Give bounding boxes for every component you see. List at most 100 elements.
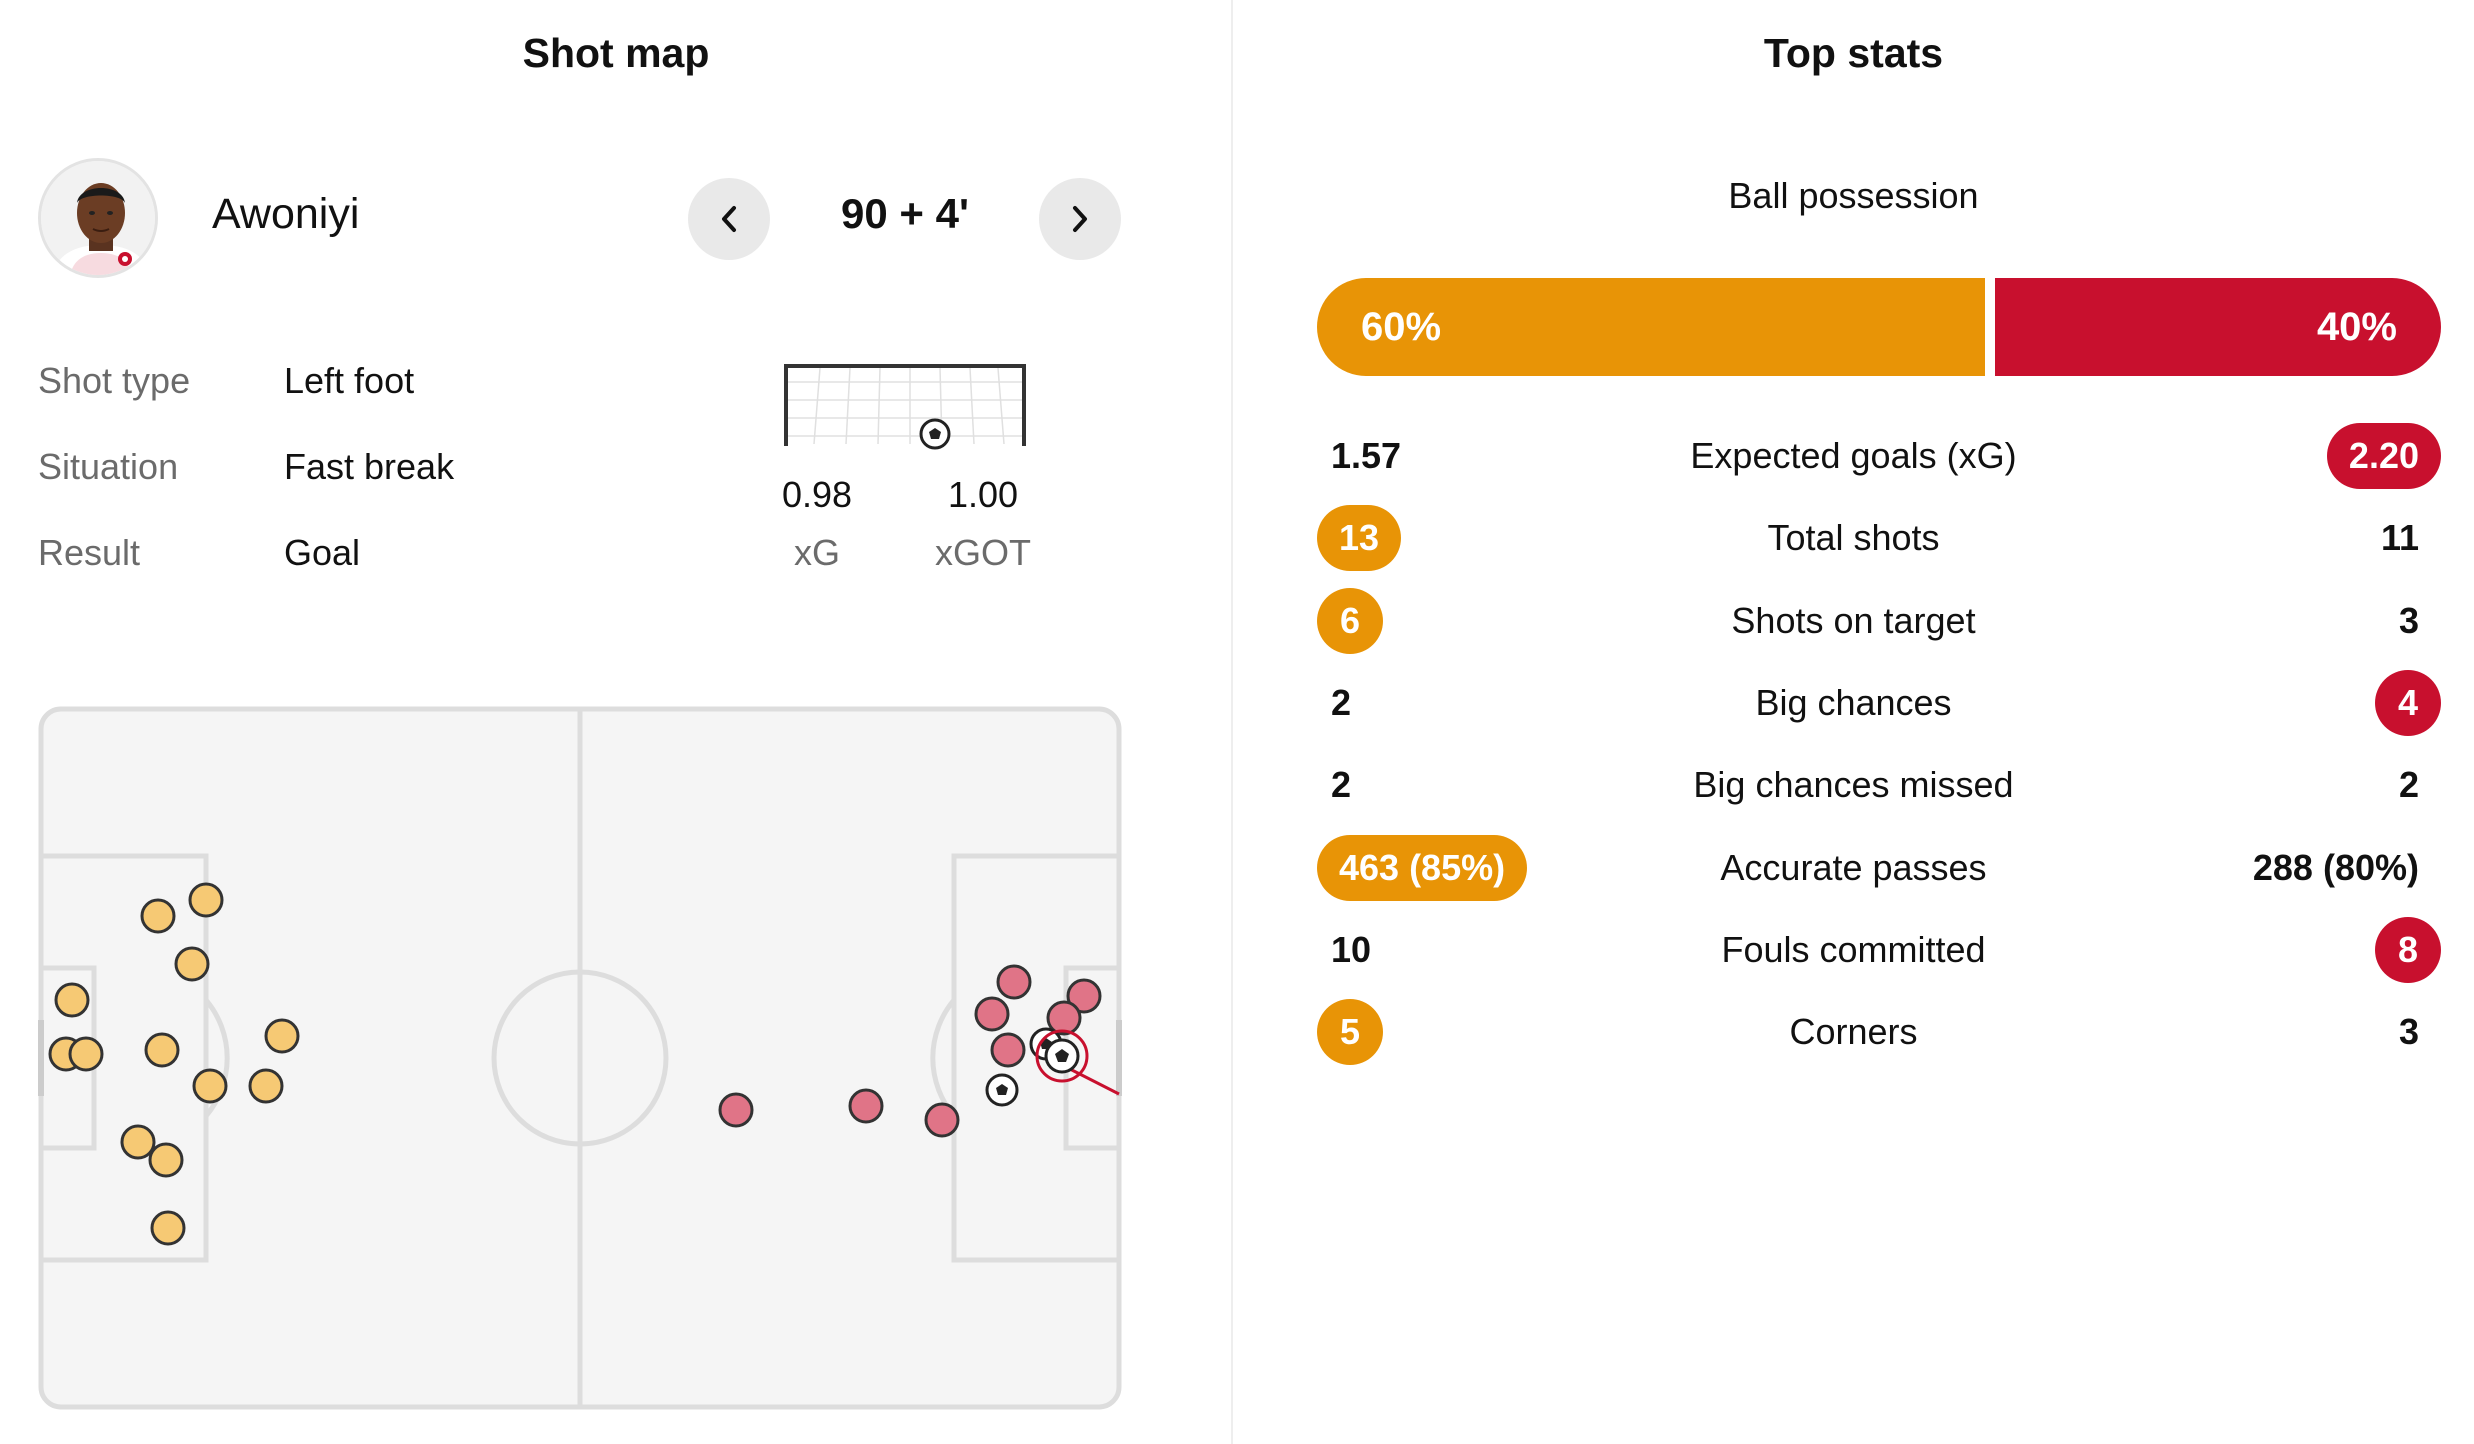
stat-home-value: 463 (85%) xyxy=(1317,835,1528,901)
shot-type-value: Left foot xyxy=(284,360,415,401)
possession-home: 60% xyxy=(1317,278,1985,376)
away-shot-marker[interactable] xyxy=(974,996,1010,1032)
previous-shot-button[interactable] xyxy=(688,178,770,260)
top-stats-title: Top stats xyxy=(1763,30,1944,76)
away-shot-marker[interactable] xyxy=(1046,1000,1082,1036)
stat-away-cell: 4 xyxy=(2375,663,2441,743)
stat-label: Fouls committed xyxy=(1721,929,1986,970)
left-goal xyxy=(38,1020,44,1096)
result-label: Result xyxy=(38,532,141,573)
xgot-value: 1.00 xyxy=(947,474,1019,515)
home-shot-marker[interactable] xyxy=(192,1068,228,1104)
away-shot-marker[interactable] xyxy=(1066,978,1102,1014)
top-stats-panel: Top stats Ball possession 60% 40% Expect… xyxy=(1233,0,2474,1444)
stat-home-cell: 5 xyxy=(1317,992,1383,1072)
stat-away-value: 2 xyxy=(2398,764,2419,805)
ball-position-icon xyxy=(919,418,951,450)
stat-label: Shots on target xyxy=(1731,600,1976,641)
situation-label: Situation xyxy=(38,446,179,487)
stat-away-value: 4 xyxy=(2375,670,2441,736)
away-shot-marker[interactable] xyxy=(848,1088,884,1124)
home-shot-marker[interactable] xyxy=(120,1124,156,1160)
stat-home-cell: 2 xyxy=(1317,745,1365,825)
stat-home-value: 2 xyxy=(1331,682,1352,723)
stat-label: Accurate passes xyxy=(1720,847,1987,888)
stat-away-value: 288 (80%) xyxy=(2252,847,2419,888)
stat-home-value: 1.57 xyxy=(1331,435,1402,476)
home-shot-marker[interactable] xyxy=(144,1032,180,1068)
stat-row: Fouls committed 10 8 xyxy=(1233,910,2474,990)
goal-shots-layer xyxy=(985,1027,1120,1107)
possession-bar: 60% 40% xyxy=(1317,278,2441,376)
player-name[interactable]: Awoniyi xyxy=(212,190,360,238)
shot-minute: 90 + 4' xyxy=(841,190,969,237)
home-shots-layer xyxy=(48,882,300,1246)
next-shot-button[interactable] xyxy=(1039,178,1121,260)
home-shot-marker[interactable] xyxy=(140,898,176,934)
chevron-left-icon xyxy=(722,206,736,232)
home-shot-marker[interactable] xyxy=(264,1018,300,1054)
selected-shot-marker[interactable] xyxy=(1035,1029,1120,1096)
stat-home-cell: 13 xyxy=(1317,498,1402,578)
stat-home-value: 5 xyxy=(1317,999,1383,1065)
stat-away-cell: 8 xyxy=(2375,910,2441,990)
stat-away-value: 3 xyxy=(2398,600,2419,641)
shot-type-label: Shot type xyxy=(38,360,191,401)
chevron-right-icon xyxy=(1073,206,1087,232)
stat-home-cell: 10 xyxy=(1317,910,1385,990)
situation-value: Fast break xyxy=(284,446,455,487)
home-shot-marker[interactable] xyxy=(148,1142,184,1178)
stat-row: Corners 5 3 xyxy=(1233,992,2474,1072)
stat-label: Total shots xyxy=(1767,517,1940,558)
stat-row: Expected goals (xG) 1.57 2.20 xyxy=(1233,416,2474,496)
right-penalty-area xyxy=(951,853,1119,1263)
stat-home-value: 13 xyxy=(1317,505,1402,571)
result-value: Goal xyxy=(284,532,361,573)
stat-away-value: 3 xyxy=(2398,1011,2419,1052)
stat-away-cell: 2.20 xyxy=(2326,416,2441,496)
home-shot-marker[interactable] xyxy=(248,1068,284,1104)
stat-away-value: 2.20 xyxy=(2326,423,2441,489)
player-avatar[interactable] xyxy=(38,158,158,278)
xgot-label: xGOT xyxy=(935,532,1031,573)
away-shot-marker[interactable] xyxy=(996,964,1032,1000)
stat-home-cell: 2 xyxy=(1317,663,1365,743)
stat-label: Corners xyxy=(1789,1011,1918,1052)
stat-label: Big chances missed xyxy=(1693,764,2014,805)
stat-row: Shots on target 6 3 xyxy=(1233,581,2474,661)
possession-label: Ball possession xyxy=(1728,175,1979,216)
stat-away-value: 11 xyxy=(2380,517,2419,558)
left-penalty-arc xyxy=(204,998,230,1118)
stat-row: Total shots 13 11 xyxy=(1233,498,2474,578)
stat-row: Big chances 2 4 xyxy=(1233,663,2474,743)
stat-home-cell: 463 (85%) xyxy=(1317,828,1528,908)
away-shot-marker[interactable] xyxy=(718,1092,754,1128)
right-goal xyxy=(1116,1020,1122,1096)
player-photo-icon xyxy=(41,161,155,275)
xg-value: 0.98 xyxy=(781,474,853,515)
stat-away-cell: 2 xyxy=(2385,745,2441,825)
shot-map-pitch xyxy=(38,706,1122,1410)
home-shot-marker[interactable] xyxy=(68,1036,104,1072)
shot-map-panel: Shot map Awoniyi 90 + 4' Shot type Left … xyxy=(0,0,1232,1444)
goal-frame-graphic xyxy=(780,360,1030,455)
stat-away-cell: 3 xyxy=(2385,992,2441,1072)
shot-map-title: Shot map xyxy=(522,30,710,76)
left-penalty-area xyxy=(41,853,209,1263)
home-shot-marker[interactable] xyxy=(150,1210,186,1246)
goal-shot-marker[interactable] xyxy=(985,1073,1019,1107)
panel-divider xyxy=(1231,0,1233,1444)
center-circle xyxy=(491,969,669,1147)
stat-home-cell: 1.57 xyxy=(1317,416,1415,496)
home-shot-marker[interactable] xyxy=(54,982,90,1018)
away-shot-marker[interactable] xyxy=(990,1032,1026,1068)
possession-away: 40% xyxy=(1995,278,2441,376)
stat-label: Expected goals (xG) xyxy=(1690,435,2017,476)
home-shot-marker[interactable] xyxy=(188,882,224,918)
stat-home-value: 6 xyxy=(1317,588,1383,654)
home-shot-marker[interactable] xyxy=(174,946,210,982)
away-shot-marker[interactable] xyxy=(924,1102,960,1138)
stat-label: Big chances xyxy=(1755,682,1952,723)
stat-away-cell: 3 xyxy=(2385,581,2441,661)
stat-home-cell: 6 xyxy=(1317,581,1383,661)
